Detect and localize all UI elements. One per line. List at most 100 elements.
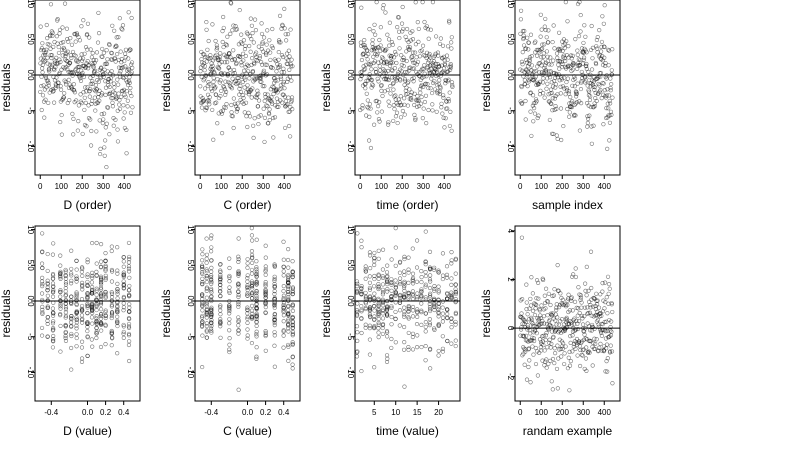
- data-point: [200, 292, 205, 297]
- data-point: [444, 53, 450, 58]
- data-point: [359, 284, 364, 289]
- data-point: [220, 108, 226, 113]
- data-point: [44, 22, 49, 28]
- data-point: [263, 269, 268, 274]
- data-point: [63, 307, 69, 312]
- data-point: [402, 77, 408, 82]
- data-point: [94, 320, 99, 325]
- data-point: [272, 364, 277, 369]
- data-point: [586, 288, 591, 294]
- data-point: [589, 322, 595, 328]
- data-point: [406, 306, 411, 311]
- data-point: [599, 39, 605, 45]
- data-point: [607, 98, 612, 104]
- data-point: [380, 93, 385, 99]
- data-point: [109, 328, 114, 334]
- data-point: [113, 43, 119, 48]
- data-point: [204, 269, 209, 274]
- data-point: [290, 272, 295, 278]
- data-point: [263, 348, 268, 353]
- data-point: [561, 53, 566, 58]
- data-point: [254, 265, 259, 270]
- data-point: [367, 72, 372, 77]
- data-point: [453, 271, 458, 276]
- data-point: [263, 243, 268, 248]
- data-point: [407, 47, 412, 52]
- data-point: [427, 301, 432, 307]
- data-point: [361, 51, 366, 56]
- data-point: [543, 359, 548, 364]
- data-point: [578, 86, 584, 92]
- data-point: [592, 336, 597, 341]
- data-point: [354, 324, 360, 329]
- data-point: [90, 306, 95, 311]
- data-point: [252, 116, 257, 121]
- data-point: [49, 53, 55, 58]
- data-point: [242, 75, 247, 80]
- data-point: [200, 282, 205, 287]
- data-point: [422, 99, 428, 105]
- data-point: [425, 27, 430, 32]
- data-point: [393, 245, 398, 250]
- data-point: [601, 81, 606, 86]
- data-point: [104, 121, 109, 126]
- data-point: [542, 348, 547, 353]
- data-point: [410, 275, 416, 281]
- data-point: [69, 281, 74, 286]
- data-point: [529, 53, 534, 59]
- data-point: [415, 59, 421, 65]
- data-point: [432, 307, 437, 313]
- data-point: [453, 300, 458, 305]
- data-point: [92, 68, 98, 73]
- data-point: [89, 280, 95, 285]
- data-point: [581, 347, 586, 352]
- data-point: [533, 39, 538, 44]
- data-point: [565, 366, 571, 371]
- data-point: [375, 51, 380, 56]
- data-point: [552, 360, 557, 366]
- data-point: [363, 264, 368, 269]
- data-point: [290, 329, 296, 335]
- data-point: [419, 289, 424, 294]
- data-point: [263, 282, 268, 287]
- data-point: [377, 100, 382, 105]
- data-point: [285, 79, 290, 84]
- data-point: [262, 98, 267, 104]
- data-point: [602, 319, 607, 325]
- data-point: [543, 286, 549, 291]
- data-point: [249, 284, 254, 289]
- data-point: [362, 44, 367, 50]
- data-point: [370, 83, 376, 88]
- data-point: [254, 259, 259, 264]
- data-point: [428, 55, 433, 60]
- data-point: [367, 323, 373, 328]
- y-tick-label: 10: [186, 0, 195, 9]
- data-point: [275, 99, 281, 105]
- data-point: [440, 251, 446, 256]
- data-point: [428, 366, 433, 371]
- x-tick-label: 300: [257, 182, 271, 191]
- data-point: [389, 322, 394, 327]
- x-tick-label: 400: [598, 182, 612, 191]
- data-point: [555, 343, 560, 348]
- data-point: [393, 263, 398, 268]
- data-point: [578, 295, 584, 300]
- data-point: [80, 287, 85, 292]
- data-point: [272, 284, 277, 289]
- data-point: [428, 27, 433, 32]
- data-point: [85, 257, 90, 262]
- data-point: [249, 303, 255, 308]
- data-point: [531, 101, 537, 106]
- data-point: [363, 301, 368, 306]
- data-point: [406, 296, 411, 301]
- y-tick-label: -10: [186, 367, 195, 379]
- data-point: [579, 300, 584, 305]
- data-point: [69, 316, 74, 321]
- data-point: [607, 113, 612, 118]
- data-point: [603, 369, 608, 374]
- data-point: [369, 77, 375, 83]
- data-point: [202, 64, 207, 69]
- data-point: [413, 116, 418, 121]
- y-tick-label: 0.0: [26, 69, 35, 81]
- data-point: [80, 320, 85, 325]
